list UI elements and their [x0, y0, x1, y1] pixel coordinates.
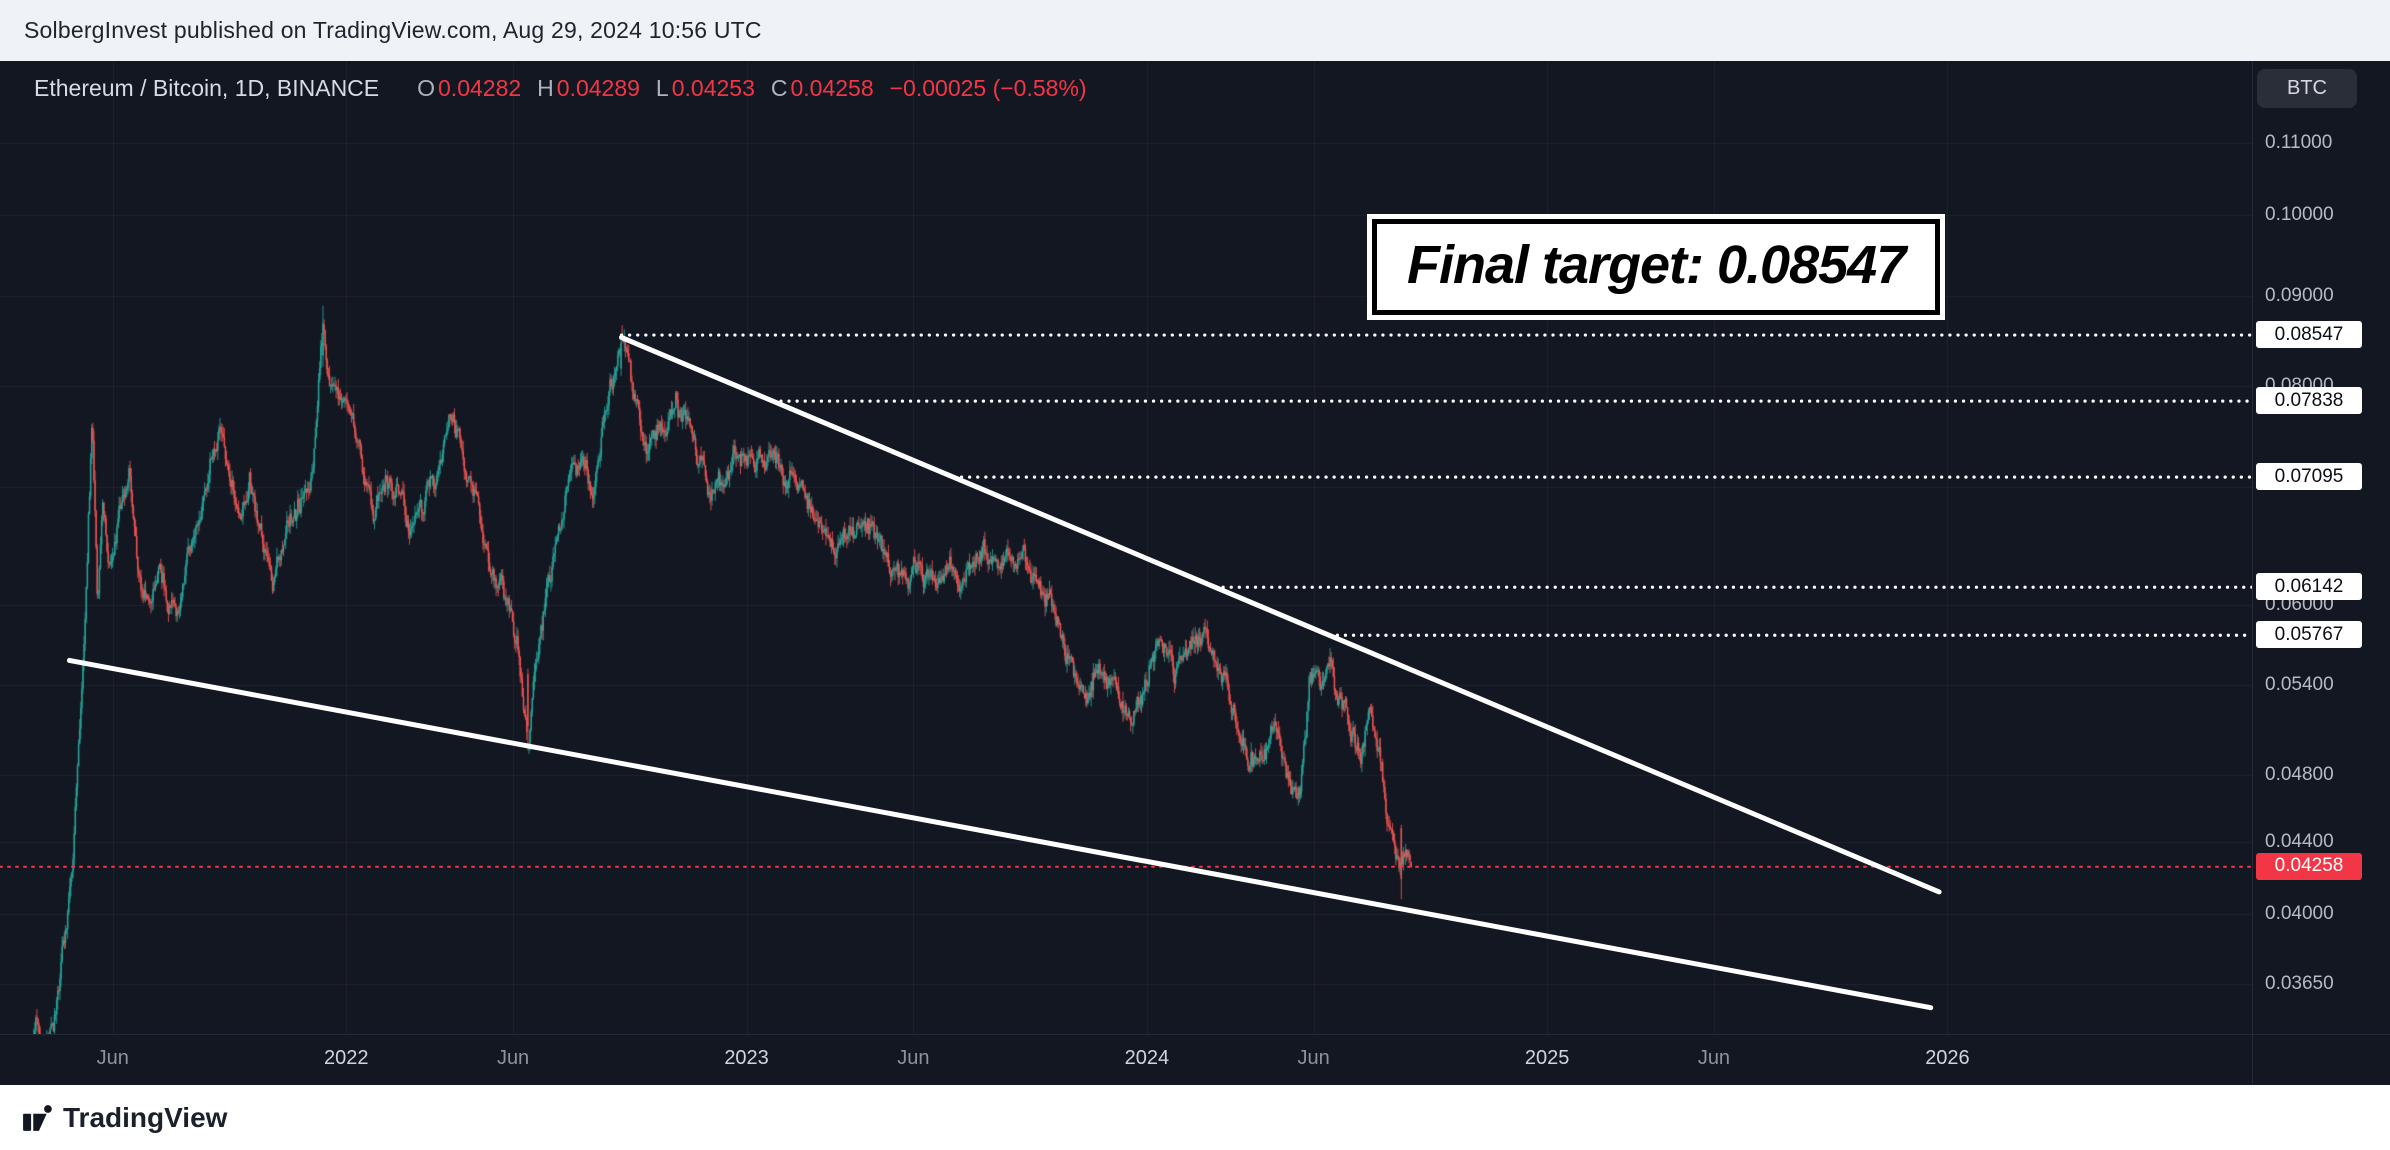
- final-target-text: Final target: 0.08547: [1407, 235, 1906, 295]
- level-price-label-0.08547: 0.08547: [2256, 321, 2362, 349]
- price-tick-0.11000: 0.11000: [2265, 131, 2333, 153]
- ohlc-c: C 0.04258: [770, 75, 874, 101]
- price-tick-0.03650: 0.03650: [2265, 973, 2334, 995]
- time-tick-2026: 2026: [1925, 1047, 1970, 1069]
- ohlc-readout: O 0.04282 H 0.04289 L 0.04253 C 0.04258: [417, 75, 890, 102]
- price-tick-0.05400: 0.05400: [2265, 674, 2334, 696]
- btc-scale-button[interactable]: BTC: [2257, 69, 2357, 108]
- time-tick-Jun: Jun: [96, 1047, 129, 1069]
- final-target-annotation[interactable]: Final target: 0.08547: [1372, 219, 1941, 315]
- time-tick-2023: 2023: [724, 1047, 769, 1069]
- price-tick-0.04000: 0.04000: [2265, 903, 2334, 925]
- symbol-title[interactable]: Ethereum / Bitcoin, 1D, BINANCE: [34, 75, 380, 101]
- price-scale[interactable]: BTC 0.11000 0.10000 0.09000 0.08000 0.06000 0…: [2252, 61, 2390, 1034]
- time-scale[interactable]: Jun 2022 Jun 2023 Jun 2024 Jun 2025 Jun 2026: [0, 1034, 2252, 1085]
- change-readout: −0.00025 (−0.58%): [889, 75, 1087, 101]
- symbol-legend: Ethereum / Bitcoin, 1D, BINANCE O 0.04282…: [34, 75, 1087, 102]
- time-tick-2025: 2025: [1524, 1047, 1570, 1069]
- level-price-label-0.07838: 0.07838: [2256, 387, 2362, 415]
- time-tick-2024: 2024: [1124, 1047, 1170, 1069]
- price-tick-0.09000: 0.09000: [2265, 284, 2334, 306]
- tradingview-footer: TradingView: [0, 1085, 2390, 1150]
- price-tick-0.04400: 0.04400: [2265, 830, 2334, 852]
- current-price-label: 0.04258: [2256, 852, 2362, 880]
- publish-info-text: SolbergInvest published on TradingView.c…: [24, 17, 762, 43]
- time-tick-Jun: Jun: [897, 1047, 930, 1069]
- price-pane[interactable]: Ethereum / Bitcoin, 1D, BINANCE O 0.04282…: [0, 61, 2252, 1034]
- time-tick-Jun: Jun: [496, 1047, 530, 1069]
- drawings-overlay: [0, 333, 2252, 1011]
- level-price-label-0.06142: 0.06142: [2256, 573, 2362, 601]
- time-tick-Jun: Jun: [1697, 1047, 1731, 1069]
- time-tick-2022: 2022: [324, 1047, 369, 1069]
- ohlc-l: L 0.04253: [655, 75, 755, 101]
- level-price-label-0.05767: 0.05767: [2256, 621, 2362, 649]
- time-tick-Jun: Jun: [1297, 1047, 1330, 1069]
- tradingview-brand[interactable]: TradingView: [63, 1101, 228, 1133]
- ohlc-h: H 0.04289: [537, 75, 640, 101]
- tradingview-logo-icon[interactable]: [22, 1103, 52, 1133]
- trendline-lower[interactable]: [66, 657, 1934, 1011]
- price-tick-0.10000: 0.10000: [2265, 204, 2334, 226]
- level-price-label-0.07095: 0.07095: [2256, 463, 2362, 491]
- publish-info-bar: SolbergInvest published on TradingView.c…: [0, 0, 2390, 61]
- ohlc-o: O 0.04282: [417, 75, 522, 101]
- trendline-upper[interactable]: [618, 334, 1942, 895]
- scale-corner: [2252, 1034, 2390, 1085]
- price-tick-0.04800: 0.04800: [2265, 764, 2334, 786]
